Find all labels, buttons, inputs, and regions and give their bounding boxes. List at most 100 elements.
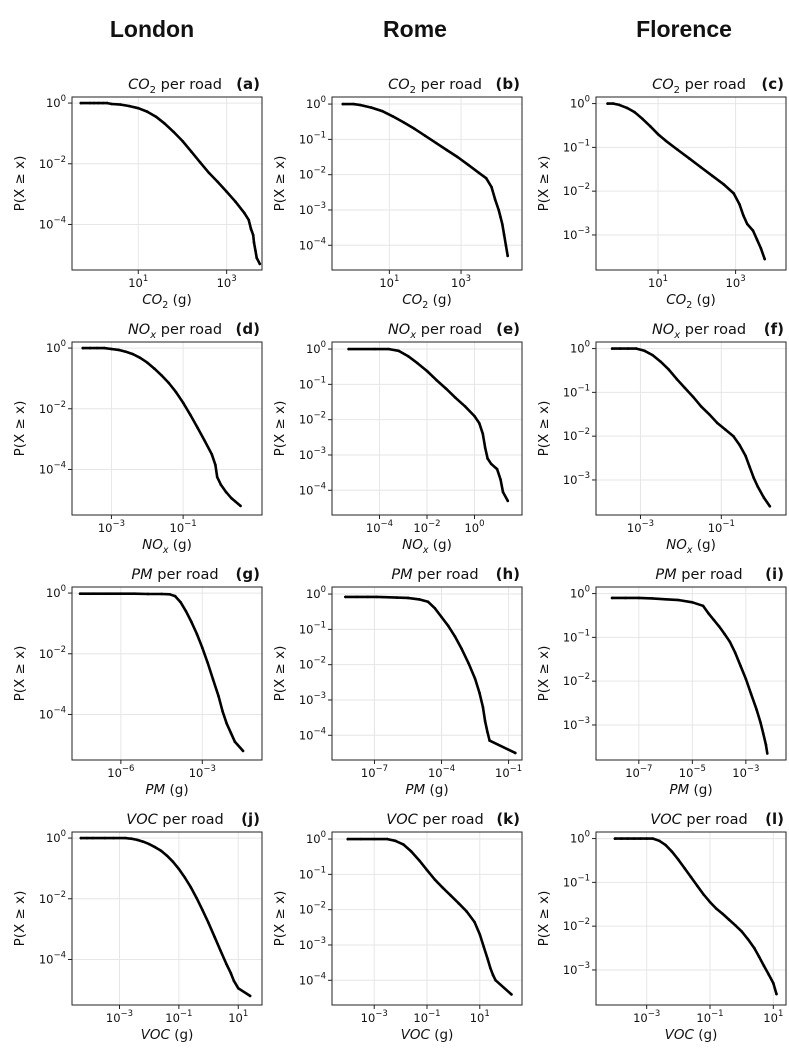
panel-a-x-tick-label-0: 101 <box>128 274 148 290</box>
panel-k: 10−3 10−1 101 100 10−1 10−2 10−3 10−4 VOC per ro… <box>272 810 523 1043</box>
panel-h-letter: (h) <box>496 565 520 583</box>
panel-i-x-tick-label-1: 10−5 <box>679 764 706 780</box>
panel-i-y-tick-label-1: 10−1 <box>563 628 590 644</box>
panel-b-title: CO2 per road <box>388 77 482 96</box>
panel-i-y-tick-label-3: 10−3 <box>563 716 590 732</box>
panel-g-y-tick-label-2: 10−4 <box>39 705 66 721</box>
panels: 101 103 100 10−2 10−4 CO2 per road (a) CO2 (g) P… <box>12 75 787 1043</box>
panel-l: 10−3 10−1 101 100 10−1 10−2 10−3 VOC per road (l… <box>536 810 787 1043</box>
panel-a-series-line <box>79 101 262 266</box>
panel-a-x-axis-label: CO2 (g) <box>142 292 192 311</box>
panel-j-x-axis-label: VOC (g) <box>141 1027 194 1043</box>
panel-b-y-tick-label-2: 10−2 <box>299 166 326 182</box>
panel-d-x-axis-label: NOx (g) <box>142 537 192 556</box>
panel-i-y-axis-label: P(X ≥ x) <box>536 646 552 702</box>
panel-l-x-tick-label-0: 10−3 <box>633 1009 660 1025</box>
panel-a-y-tick-label-2: 10−4 <box>39 215 66 231</box>
panel-j-y-tick-label-1: 10−2 <box>39 890 66 906</box>
panel-f-x-axis-label: NOx (g) <box>666 537 716 556</box>
panel-k-title: VOC per road <box>386 812 483 828</box>
panel-b-frame <box>331 96 523 271</box>
panel-i-x-axis-label: PM (g) <box>669 782 712 798</box>
panel-h-frame <box>331 586 523 761</box>
panel-f-letter: (f) <box>764 320 784 338</box>
panel-l-y-tick-label-3: 10−3 <box>563 961 590 977</box>
panel-l-y-tick-label-2: 10−2 <box>563 917 590 933</box>
panel-g-frame <box>71 586 263 761</box>
column-title-rome: Rome <box>383 16 447 42</box>
panel-h-x-tick-label-2: 10−1 <box>495 764 522 780</box>
panel-g-y-axis-label: P(X ≥ x) <box>12 646 28 702</box>
panel-k-x-tick-label-2: 101 <box>470 1009 490 1025</box>
panel-l-x-tick-label-1: 10−1 <box>696 1009 723 1025</box>
panel-e-x-tick-label-1: 10−2 <box>413 519 440 535</box>
panel-l-frame <box>595 831 787 1006</box>
panel-k-y-axis-label: P(X ≥ x) <box>272 891 288 947</box>
panel-f-frame <box>595 341 787 516</box>
panel-h: 10−7 10−4 10−1 100 10−1 10−2 10−3 10−4 PM per ro… <box>272 565 523 798</box>
panel-g-x-tick-label-1: 10−3 <box>189 764 216 780</box>
panel-e-y-tick-label-3: 10−3 <box>299 446 326 462</box>
panel-k-x-tick-label-0: 10−3 <box>361 1009 388 1025</box>
panel-h-x-tick-label-1: 10−4 <box>428 764 455 780</box>
panel-a-x-tick-label-1: 103 <box>217 274 237 290</box>
panel-k-y-tick-label-0: 100 <box>306 830 326 846</box>
panel-b-x-axis-label: CO2 (g) <box>402 292 452 311</box>
panel-d-x-tick-label-0: 10−3 <box>98 519 125 535</box>
panel-i-title: PM per road <box>655 567 742 583</box>
panel-c-y-axis-label: P(X ≥ x) <box>536 156 552 212</box>
panel-j-x-tick-label-1: 10−1 <box>165 1009 192 1025</box>
panel-e-series-line <box>347 347 510 503</box>
panel-b-series-line <box>341 102 510 258</box>
panel-k-letter: (k) <box>496 810 520 828</box>
panel-f: 10−3 10−1 100 10−1 10−2 10−3 NOx per road (f) NO… <box>536 320 787 556</box>
panel-k-x-tick-label-1: 10−1 <box>413 1009 440 1025</box>
panel-c-letter: (c) <box>761 75 784 93</box>
panel-c-y-tick-label-2: 10−2 <box>563 182 590 198</box>
panel-e-y-tick-label-0: 100 <box>306 340 326 356</box>
panel-g-x-tick-label-0: 10−6 <box>107 764 134 780</box>
panel-f-y-tick-label-0: 100 <box>570 340 590 356</box>
panel-e-y-tick-label-4: 10−4 <box>299 481 326 497</box>
panel-e-letter: (e) <box>496 320 520 338</box>
panel-g-x-axis-label: PM (g) <box>145 782 188 798</box>
panel-d-y-tick-label-2: 10−4 <box>39 460 66 476</box>
panel-e-y-axis-label: P(X ≥ x) <box>272 401 288 457</box>
panel-c: 101 103 100 10−1 10−2 10−3 CO2 per road (c) CO2 … <box>536 75 787 311</box>
panel-c-x-axis-label: CO2 (g) <box>666 292 716 311</box>
panel-f-series-line <box>610 347 772 508</box>
panel-f-y-tick-label-2: 10−2 <box>563 427 590 443</box>
panel-j-x-tick-label-2: 101 <box>228 1009 248 1025</box>
panel-d-frame <box>71 341 263 516</box>
panel-b: 101 103 100 10−1 10−2 10−3 10−4 CO2 per road (b)… <box>272 75 523 311</box>
panel-h-y-tick-label-1: 10−1 <box>299 620 326 636</box>
panel-a-y-axis-label: P(X ≥ x) <box>12 156 28 212</box>
panel-f-y-tick-label-3: 10−3 <box>563 471 590 487</box>
panel-a-frame <box>71 96 263 271</box>
panel-d-letter: (d) <box>236 320 260 338</box>
panel-b-x-tick-label-0: 101 <box>379 274 399 290</box>
panel-c-frame <box>595 96 787 271</box>
panel-k-x-axis-label: VOC (g) <box>401 1027 454 1043</box>
panel-g-letter: (g) <box>236 565 260 583</box>
panel-a-y-tick-label-0: 100 <box>46 94 66 110</box>
panel-k-y-tick-label-3: 10−3 <box>299 936 326 952</box>
panel-g-y-tick-label-0: 100 <box>46 584 66 600</box>
panel-a-title: CO2 per road <box>128 77 222 96</box>
panel-l-title: VOC per road <box>650 812 747 828</box>
panel-j-x-tick-label-0: 10−3 <box>106 1009 133 1025</box>
panel-i-x-tick-label-0: 10−7 <box>625 764 652 780</box>
panel-l-y-tick-label-0: 100 <box>570 830 590 846</box>
panel-i-letter: (i) <box>765 565 784 583</box>
panel-f-x-tick-label-0: 10−3 <box>627 519 654 535</box>
panel-h-x-axis-label: PM (g) <box>405 782 448 798</box>
panel-d-y-tick-label-0: 100 <box>46 339 66 355</box>
panel-c-y-tick-label-0: 100 <box>570 95 590 111</box>
panel-c-x-tick-label-1: 103 <box>726 274 746 290</box>
panel-g-y-tick-label-1: 10−2 <box>39 645 66 661</box>
panel-l-y-axis-label: P(X ≥ x) <box>536 891 552 947</box>
panel-b-y-axis-label: P(X ≥ x) <box>272 156 288 212</box>
panel-f-title: NOx per road <box>652 322 746 341</box>
panel-j: 10−3 10−1 101 100 10−2 10−4 VOC per road (j) VOC… <box>12 810 263 1043</box>
panel-c-y-tick-label-1: 10−1 <box>563 138 590 154</box>
